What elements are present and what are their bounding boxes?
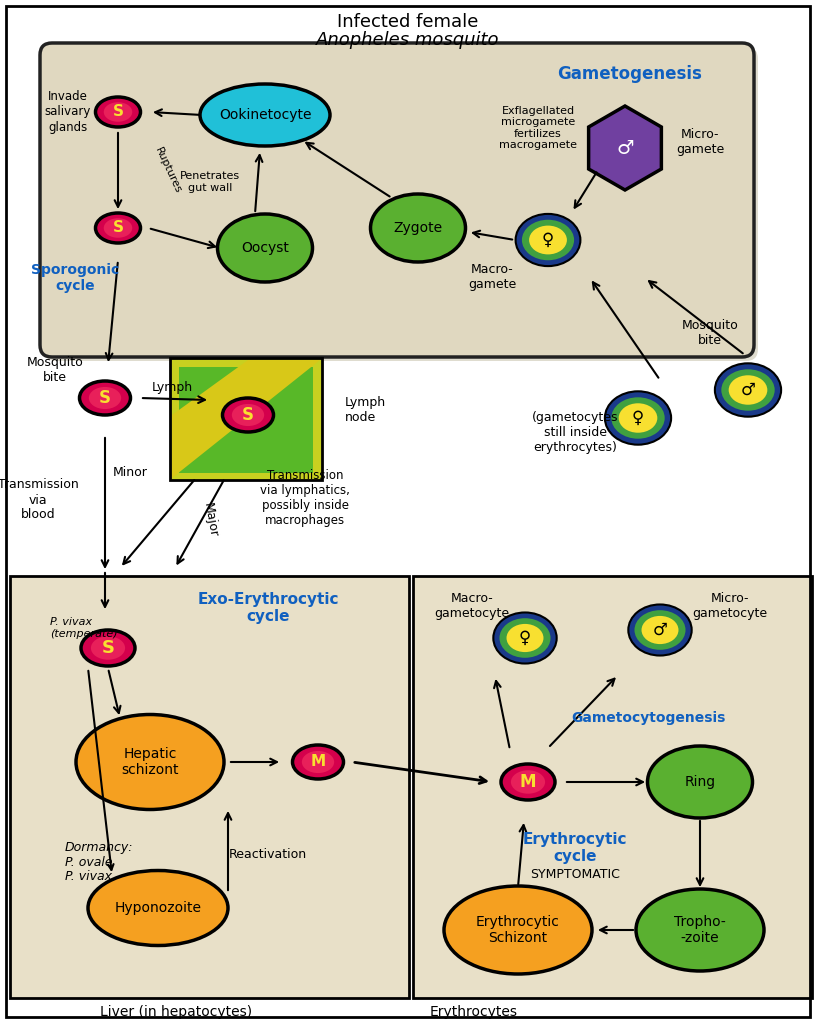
Ellipse shape (715, 363, 781, 416)
Text: Exo-Erythrocytic
cycle: Exo-Erythrocytic cycle (197, 591, 339, 624)
Text: Transmission
via lymphatics,
possibly inside
macrophages: Transmission via lymphatics, possibly in… (260, 469, 350, 527)
Text: Lymph
node: Lymph node (345, 396, 386, 424)
Text: Dormancy:
P. ovale
P. vivax: Dormancy: P. ovale P. vivax (65, 841, 134, 884)
FancyBboxPatch shape (179, 367, 313, 473)
Text: Erythrocytic
cycle: Erythrocytic cycle (523, 832, 628, 864)
Text: Ruptures: Ruptures (153, 145, 183, 194)
Ellipse shape (104, 218, 132, 237)
Ellipse shape (636, 889, 764, 971)
Text: ♀: ♀ (519, 629, 531, 647)
Text: Invade
salivary
glands: Invade salivary glands (45, 90, 91, 133)
FancyBboxPatch shape (44, 47, 758, 361)
Text: Anopheles mosquito: Anopheles mosquito (317, 31, 499, 49)
Text: Erythrocytic
Schizont: Erythrocytic Schizont (476, 915, 560, 945)
Ellipse shape (292, 745, 344, 779)
FancyBboxPatch shape (413, 576, 812, 998)
Text: S: S (242, 406, 254, 424)
Text: Reactivation: Reactivation (229, 848, 307, 861)
Ellipse shape (88, 871, 228, 945)
Polygon shape (172, 360, 320, 478)
Ellipse shape (501, 764, 555, 800)
Text: Lymph: Lymph (152, 382, 193, 395)
Ellipse shape (499, 618, 551, 658)
Text: SYMPTOMATIC: SYMPTOMATIC (530, 869, 620, 882)
Text: ♀: ♀ (632, 409, 644, 427)
Ellipse shape (635, 610, 685, 650)
Text: S: S (113, 221, 123, 235)
Ellipse shape (507, 624, 543, 652)
Ellipse shape (76, 714, 224, 809)
Ellipse shape (302, 751, 334, 773)
Text: Hyponozoite: Hyponozoite (114, 901, 202, 915)
Text: Mosquito
bite: Mosquito bite (27, 356, 83, 384)
Text: Sporogonic
cycle: Sporogonic cycle (31, 263, 119, 294)
Ellipse shape (95, 213, 140, 243)
Ellipse shape (91, 636, 125, 660)
Text: ♂: ♂ (653, 621, 667, 639)
Ellipse shape (641, 616, 678, 644)
Text: Gametogenesis: Gametogenesis (557, 65, 703, 83)
Ellipse shape (516, 214, 580, 266)
Text: M: M (520, 773, 536, 791)
Text: Penetrates
gut wall: Penetrates gut wall (180, 171, 240, 192)
Ellipse shape (223, 398, 273, 432)
Text: Hepatic
schizont: Hepatic schizont (122, 747, 179, 777)
Text: Liver (in hepatocytes): Liver (in hepatocytes) (100, 1005, 252, 1019)
Text: S: S (113, 104, 123, 120)
Text: Macro-
gametocyte: Macro- gametocyte (434, 592, 509, 620)
Text: Macro-
gamete: Macro- gamete (468, 263, 517, 291)
Ellipse shape (605, 392, 671, 445)
Text: ♂: ♂ (741, 381, 756, 399)
Text: Transmission
via
blood: Transmission via blood (0, 479, 78, 522)
Ellipse shape (729, 375, 767, 405)
Text: Ring: Ring (685, 775, 716, 789)
Text: Micro-
gametocyte: Micro- gametocyte (693, 592, 768, 620)
Ellipse shape (619, 403, 658, 433)
Text: Minor: Minor (113, 465, 148, 479)
Ellipse shape (95, 97, 140, 127)
Ellipse shape (232, 404, 264, 426)
Text: Oocyst: Oocyst (241, 241, 289, 255)
Text: Micro-
gamete: Micro- gamete (676, 128, 724, 155)
Ellipse shape (104, 102, 132, 122)
Ellipse shape (522, 220, 574, 260)
Ellipse shape (81, 630, 135, 666)
Text: Major: Major (201, 501, 220, 538)
Text: S: S (101, 639, 114, 657)
Ellipse shape (511, 770, 545, 794)
Text: P. vivax
(temperate): P. vivax (temperate) (50, 617, 118, 638)
Ellipse shape (494, 613, 557, 664)
Ellipse shape (529, 226, 567, 255)
Ellipse shape (89, 387, 121, 409)
Ellipse shape (370, 194, 465, 262)
Ellipse shape (444, 886, 592, 974)
Text: M: M (310, 755, 326, 769)
Text: Erythrocytes: Erythrocytes (430, 1005, 518, 1019)
Ellipse shape (611, 397, 665, 439)
FancyBboxPatch shape (10, 576, 409, 998)
Text: Mosquito
bite: Mosquito bite (681, 319, 738, 347)
Text: (gametocytes
still inside
erythrocytes): (gametocytes still inside erythrocytes) (532, 410, 619, 453)
Text: ♀: ♀ (542, 231, 554, 249)
Ellipse shape (721, 369, 774, 410)
Ellipse shape (200, 84, 330, 146)
FancyBboxPatch shape (40, 43, 754, 357)
Text: ♂: ♂ (616, 138, 634, 158)
Text: Tropho-
-zoite: Tropho- -zoite (674, 915, 726, 945)
Text: Infected female: Infected female (337, 13, 479, 31)
Ellipse shape (79, 381, 131, 415)
Polygon shape (588, 106, 662, 190)
Ellipse shape (648, 746, 752, 818)
Ellipse shape (218, 214, 313, 282)
Ellipse shape (628, 605, 692, 656)
Text: Exflagellated
microgamete
fertilizes
macrogamete: Exflagellated microgamete fertilizes mac… (499, 105, 577, 150)
Text: S: S (99, 389, 111, 407)
FancyBboxPatch shape (170, 358, 322, 480)
Text: Ookinetocyte: Ookinetocyte (219, 108, 311, 122)
Text: Gametocytogenesis: Gametocytogenesis (571, 711, 725, 725)
Text: Zygote: Zygote (393, 221, 442, 235)
